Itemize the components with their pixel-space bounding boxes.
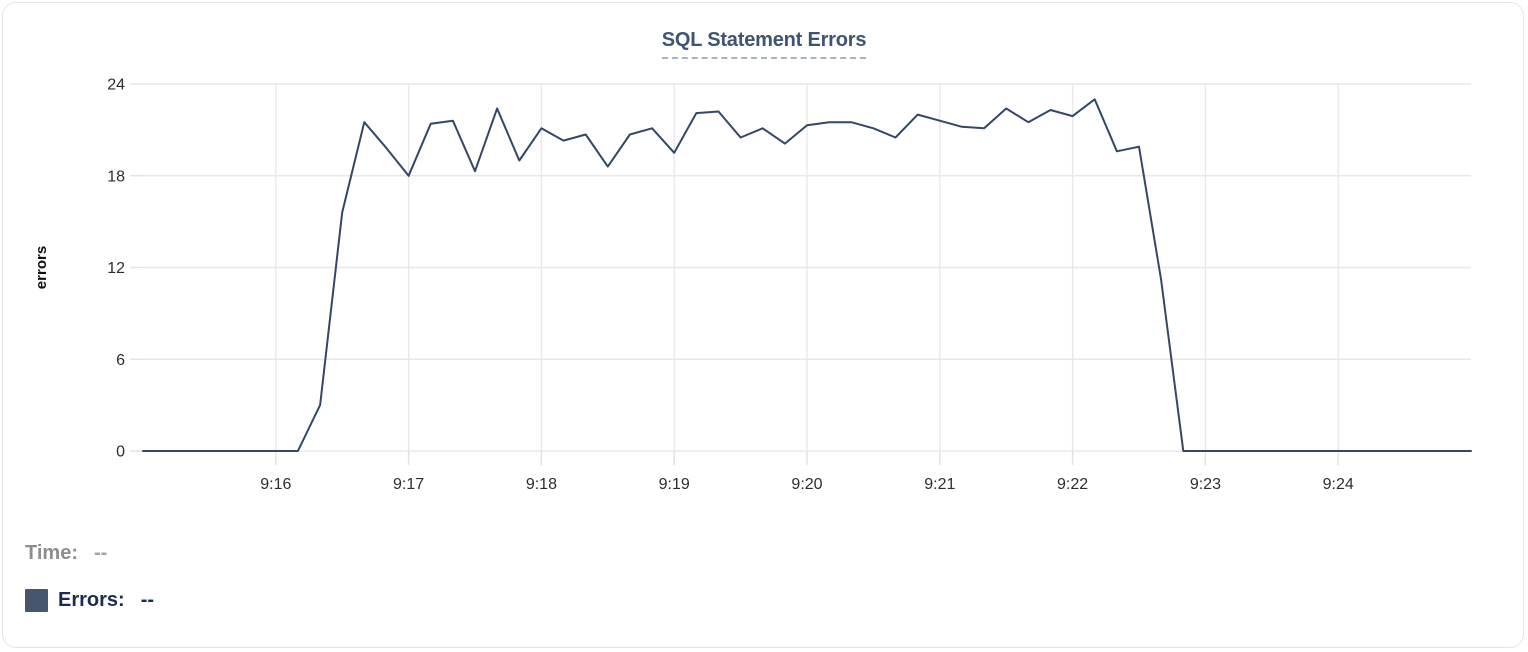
- y-tick-label: 24: [107, 77, 125, 94]
- x-tick-label: 9:18: [526, 476, 557, 493]
- tooltip-errors-label: Errors:: [58, 589, 125, 611]
- y-tick-label: 18: [107, 168, 125, 185]
- sql-errors-chart[interactable]: 0 6 12 18 24 9:16 9:17 9:18 9:19 9:20 9:21 9:22 9:23…: [0, 0, 1528, 510]
- tooltip-time-value: --: [93, 542, 108, 564]
- tooltip-errors-row: Errors: --: [25, 588, 154, 612]
- tooltip-readout: Time: -- Errors: --: [25, 541, 154, 635]
- y-axis-title: errors: [33, 246, 50, 289]
- x-tick-label: 9:19: [659, 476, 690, 493]
- x-tick-label: 9:17: [393, 476, 424, 493]
- x-tick-label: 9:21: [924, 476, 955, 493]
- errors-series-line: [142, 98, 1472, 452]
- tooltip-time-label: Time:: [25, 542, 78, 564]
- chart-title[interactable]: SQL Statement Errors: [661, 29, 866, 59]
- x-tick-label: 9:22: [1057, 476, 1088, 493]
- tooltip-errors-value: --: [140, 589, 155, 611]
- errors-series-swatch-icon: [25, 588, 48, 612]
- y-tick-label: 12: [107, 260, 125, 277]
- y-tick-label: 0: [116, 444, 125, 461]
- x-tick-label: 9:16: [260, 476, 291, 493]
- x-tick-label: 9:24: [1323, 476, 1354, 493]
- x-tick-label: 9:20: [791, 476, 822, 493]
- y-tick-label: 6: [116, 352, 125, 369]
- tooltip-time-row: Time: --: [25, 541, 154, 565]
- x-tick-label: 9:23: [1190, 476, 1221, 493]
- chart-header: SQL Statement Errors: [0, 29, 1528, 59]
